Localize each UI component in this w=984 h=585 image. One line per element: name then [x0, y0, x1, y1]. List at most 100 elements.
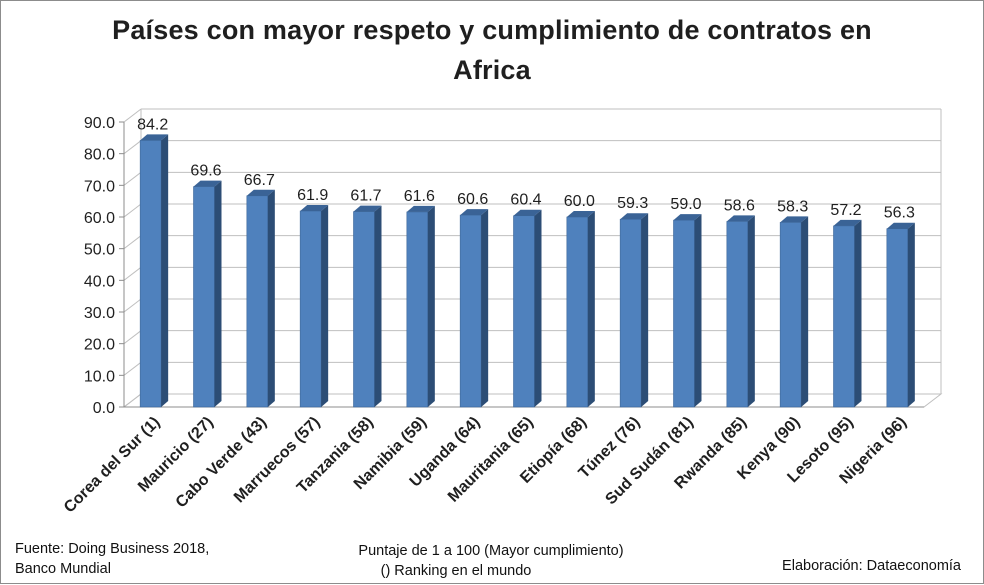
bar-top: [566, 211, 595, 217]
bar-side: [854, 219, 862, 407]
bar: [886, 222, 915, 408]
bar-top: [833, 219, 862, 226]
source-note-line-1: Fuente: Doing Business 2018,: [15, 541, 210, 557]
bar-side: [481, 209, 489, 407]
bar: [246, 189, 275, 408]
chart-subtitle-line-2: () Ranking en el mundo: [380, 563, 532, 579]
bar-front: [726, 221, 749, 408]
data-label: 59.0: [670, 196, 701, 213]
y-tick-label: 50.0: [84, 242, 115, 259]
gridline-depth: [123, 203, 142, 218]
y-tick-label: 70.0: [84, 178, 115, 195]
data-labels: 84.2 69.6 66.7 61.9 61.7 61.6 60.6 60.4 60.0 59.3…: [137, 116, 915, 221]
y-tick-label: 90.0: [84, 115, 115, 132]
data-label: 61.7: [350, 188, 381, 205]
chart-title-line-2: Africa: [453, 55, 531, 85]
bar-top: [406, 205, 435, 212]
bar-front: [779, 222, 802, 408]
bar-side: [427, 205, 435, 407]
bar-top: [140, 134, 169, 141]
bar-side: [747, 215, 755, 407]
bar-front: [673, 219, 695, 408]
data-label: 56.3: [884, 205, 915, 222]
data-label: 84.2: [137, 116, 168, 133]
bar-side: [321, 204, 329, 407]
bar: [619, 213, 649, 408]
bar-front: [353, 211, 375, 408]
bar-front: [566, 216, 589, 408]
bar-top: [673, 214, 702, 221]
bars: [139, 134, 915, 408]
data-label: 58.6: [724, 197, 755, 214]
x-tick-label: Cabo Verde (43): [173, 414, 271, 512]
data-label: 61.6: [404, 188, 435, 205]
bar-side: [534, 209, 542, 407]
gridline-depth: [123, 171, 142, 186]
gridline-depth: [123, 266, 142, 281]
bar-front: [459, 214, 482, 408]
bar-front: [886, 228, 909, 408]
bar-side: [587, 211, 595, 407]
bar-side: [641, 213, 649, 407]
bar-top: [300, 204, 329, 211]
bar-front: [193, 186, 215, 408]
bar: [193, 180, 222, 408]
y-tick-label: 20.0: [84, 337, 115, 354]
bar-front: [246, 195, 269, 408]
bar-top: [780, 216, 809, 223]
bar-side: [214, 180, 222, 407]
bar-top: [513, 209, 542, 216]
y-tick-label: 10.0: [84, 368, 115, 385]
bar: [353, 205, 382, 408]
bar-top: [460, 209, 489, 216]
chart-subtitle-line-1: Puntaje de 1 a 100 (Mayor cumplimiento): [358, 543, 624, 559]
chart-title-line-1: Países con mayor respeto y cumplimiento …: [112, 15, 872, 45]
bar-side: [267, 189, 275, 407]
bar: [299, 204, 329, 408]
bar-side: [161, 134, 169, 407]
data-label: 59.3: [617, 195, 648, 212]
bar-side: [801, 216, 809, 407]
bar: [726, 215, 755, 408]
data-label: 69.6: [190, 163, 221, 180]
y-tick-label: 0.0: [93, 400, 115, 417]
bar: [459, 209, 489, 408]
y-tick-label: 40.0: [84, 273, 115, 290]
gridline-depth: [123, 235, 142, 250]
data-label: 58.3: [777, 198, 808, 215]
bar: [513, 209, 542, 408]
bar-top: [620, 213, 649, 220]
gridline-depth: [123, 361, 142, 376]
y-axis-ticks: 0.0 10.0 20.0 30.0 40.0 50.0 60.0 70.0 80.0 90.0: [84, 115, 115, 417]
x-tick-label: Corea del Sur (1): [61, 414, 164, 517]
y-tick-label: 80.0: [84, 147, 115, 164]
bar-top: [246, 189, 275, 196]
bar-top: [193, 180, 222, 187]
credit-note: Elaboración: Dataeconomía: [782, 558, 961, 574]
y-tick-label: 60.0: [84, 210, 115, 227]
data-label: 60.4: [510, 192, 541, 209]
bar-side: [374, 205, 382, 407]
source-note-line-2: Banco Mundial: [15, 561, 111, 577]
bar-front: [299, 210, 322, 408]
bar: [139, 134, 169, 408]
bar: [673, 214, 702, 408]
data-label: 66.7: [244, 172, 275, 189]
bar: [779, 216, 809, 408]
x-axis-ticks: Corea del Sur (1)Mauricio (27)Cabo Verde…: [61, 414, 910, 517]
bar-front: [619, 218, 642, 408]
bar-side: [694, 214, 702, 407]
data-label: 60.0: [564, 193, 595, 210]
bar: [566, 211, 595, 408]
gridline-depth: [123, 140, 142, 155]
gridline-depth: [123, 330, 142, 345]
bar-front: [406, 211, 429, 408]
gridline-depth: [123, 298, 142, 313]
data-label: 57.2: [830, 202, 861, 219]
bar: [406, 205, 435, 408]
bar-top: [726, 215, 755, 222]
gridline-depth: [123, 108, 142, 123]
bar-front: [139, 140, 162, 408]
